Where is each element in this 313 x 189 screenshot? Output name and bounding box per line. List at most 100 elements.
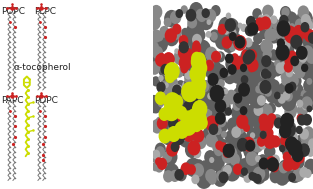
Circle shape xyxy=(260,131,267,139)
Circle shape xyxy=(277,38,285,48)
Circle shape xyxy=(243,59,251,68)
Circle shape xyxy=(285,29,297,43)
Circle shape xyxy=(206,94,218,108)
Circle shape xyxy=(209,29,220,43)
Circle shape xyxy=(226,147,237,160)
Circle shape xyxy=(158,75,164,81)
Circle shape xyxy=(186,24,200,41)
Circle shape xyxy=(242,50,249,58)
Circle shape xyxy=(283,152,291,162)
Circle shape xyxy=(290,30,303,46)
Circle shape xyxy=(183,110,193,122)
Circle shape xyxy=(234,95,242,105)
Circle shape xyxy=(302,102,309,110)
Circle shape xyxy=(279,145,285,152)
Circle shape xyxy=(159,108,170,121)
Circle shape xyxy=(297,12,309,26)
Circle shape xyxy=(217,79,225,88)
Circle shape xyxy=(194,90,210,109)
Circle shape xyxy=(172,84,182,95)
Circle shape xyxy=(283,158,294,171)
Circle shape xyxy=(242,80,252,91)
Circle shape xyxy=(164,18,172,27)
Circle shape xyxy=(241,104,253,119)
Circle shape xyxy=(213,171,227,187)
Circle shape xyxy=(183,48,197,66)
Circle shape xyxy=(214,145,223,156)
Circle shape xyxy=(223,143,235,158)
Circle shape xyxy=(294,151,305,164)
Circle shape xyxy=(193,93,210,113)
Circle shape xyxy=(205,9,216,22)
Circle shape xyxy=(218,171,228,183)
Circle shape xyxy=(227,148,234,156)
Circle shape xyxy=(269,49,278,61)
Circle shape xyxy=(305,134,313,144)
Circle shape xyxy=(228,64,237,75)
Circle shape xyxy=(207,93,222,112)
Circle shape xyxy=(257,19,264,27)
Circle shape xyxy=(301,90,308,99)
Circle shape xyxy=(287,160,296,171)
Circle shape xyxy=(265,156,277,170)
Circle shape xyxy=(166,76,178,90)
Circle shape xyxy=(236,158,253,178)
Circle shape xyxy=(191,53,206,71)
Circle shape xyxy=(176,123,184,133)
Circle shape xyxy=(222,143,232,154)
Circle shape xyxy=(208,64,224,82)
Circle shape xyxy=(187,16,205,37)
Circle shape xyxy=(208,112,222,129)
Circle shape xyxy=(191,110,207,128)
Circle shape xyxy=(295,18,305,30)
Circle shape xyxy=(299,52,307,63)
Circle shape xyxy=(298,25,310,39)
Circle shape xyxy=(162,67,170,76)
Circle shape xyxy=(152,153,161,164)
Circle shape xyxy=(184,70,192,80)
Circle shape xyxy=(212,149,220,159)
Circle shape xyxy=(299,167,309,178)
Circle shape xyxy=(278,135,293,153)
Circle shape xyxy=(281,126,290,136)
Circle shape xyxy=(204,150,216,164)
Circle shape xyxy=(285,153,292,162)
Circle shape xyxy=(251,167,266,184)
Circle shape xyxy=(287,50,298,64)
Circle shape xyxy=(181,90,192,102)
Circle shape xyxy=(187,140,201,156)
Circle shape xyxy=(259,80,271,94)
Circle shape xyxy=(278,90,285,98)
Circle shape xyxy=(188,27,203,44)
Circle shape xyxy=(162,120,176,137)
Circle shape xyxy=(199,89,210,101)
Circle shape xyxy=(167,30,174,39)
Circle shape xyxy=(212,142,222,153)
Circle shape xyxy=(247,49,257,61)
Circle shape xyxy=(296,41,303,51)
Circle shape xyxy=(174,121,189,139)
Circle shape xyxy=(185,52,200,70)
Circle shape xyxy=(203,106,220,127)
Circle shape xyxy=(253,167,265,181)
Circle shape xyxy=(246,16,256,28)
Circle shape xyxy=(264,145,275,158)
Circle shape xyxy=(256,155,264,165)
Circle shape xyxy=(258,154,268,166)
Circle shape xyxy=(288,173,296,182)
Circle shape xyxy=(223,28,229,35)
Circle shape xyxy=(236,66,247,78)
Circle shape xyxy=(156,32,163,41)
Circle shape xyxy=(151,119,163,134)
Circle shape xyxy=(193,105,208,122)
Circle shape xyxy=(208,97,223,113)
Circle shape xyxy=(280,23,296,43)
Circle shape xyxy=(282,40,290,50)
Circle shape xyxy=(203,81,210,91)
Circle shape xyxy=(215,33,229,50)
Circle shape xyxy=(202,8,210,18)
Circle shape xyxy=(278,20,287,32)
Circle shape xyxy=(225,18,236,32)
Circle shape xyxy=(255,165,265,176)
Circle shape xyxy=(205,115,218,131)
